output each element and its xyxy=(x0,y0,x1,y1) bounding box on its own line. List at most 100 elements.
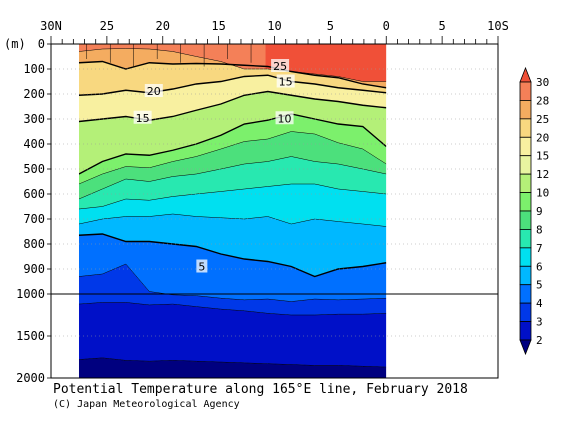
colorbar-label: 10 xyxy=(536,187,549,200)
colorbar-label: 5 xyxy=(536,279,543,292)
contour-label: 5 xyxy=(198,261,205,274)
y-tick-label: 300 xyxy=(23,112,45,126)
contour-label-layer: 25 20 15 15 10 5 xyxy=(133,59,295,274)
y-tick-label: 700 xyxy=(23,212,45,226)
isoline-10 xyxy=(78,113,387,175)
temperature-band-8 xyxy=(78,131,387,199)
y-tick-label: 1500 xyxy=(16,329,45,343)
colorbar-label: 25 xyxy=(536,113,549,126)
x-tick-label: 15 xyxy=(211,19,225,33)
isoline-5 xyxy=(78,233,387,278)
colorbar-label: 8 xyxy=(536,223,543,236)
colorbar-bottom-triangle xyxy=(519,339,532,356)
temperature-band-3 xyxy=(78,264,387,315)
colorbar-label: 4 xyxy=(536,297,543,310)
colorbar-label: 15 xyxy=(536,150,549,163)
colorbar-label: 20 xyxy=(536,131,549,144)
isoline-6 xyxy=(78,213,387,227)
no-data-east xyxy=(386,44,498,378)
isoline-9 xyxy=(78,131,387,185)
colorbar-swatch xyxy=(519,284,532,304)
contour-label: 10 xyxy=(278,112,292,125)
isoline-20 xyxy=(78,74,387,96)
isoline-25 xyxy=(78,60,387,89)
temperature-band-4 xyxy=(78,234,387,302)
contour-label: 15 xyxy=(136,112,150,125)
temperature-band-surface-warm xyxy=(265,44,387,82)
y-tick-label: 100 xyxy=(23,62,45,76)
colorbar-swatch xyxy=(519,173,532,193)
contour-label: 25 xyxy=(273,60,287,73)
x-tick-label: 10 xyxy=(267,19,281,33)
colorbar-label: 30 xyxy=(536,76,549,89)
colorbar-label: 3 xyxy=(536,316,543,329)
grid-lines xyxy=(51,68,498,337)
isoline-8 xyxy=(78,156,387,200)
colorbar-swatch xyxy=(519,136,532,157)
colorbar-swatch xyxy=(519,265,532,286)
x-tick-label: 10S xyxy=(487,19,509,33)
colorbar-label: 12 xyxy=(536,168,549,181)
x-tick-label: 30N xyxy=(40,19,62,33)
contour-label: 20 xyxy=(147,85,161,98)
y-tick-label: 1000 xyxy=(16,287,45,301)
y-tick-label: 0 xyxy=(38,37,45,51)
y-axis-unit-label: (m) xyxy=(4,37,26,51)
colorbar-swatch xyxy=(519,155,532,175)
contour-label: 15 xyxy=(279,76,293,89)
temperature-band-6 xyxy=(78,184,387,227)
contour-label-bg xyxy=(271,59,290,72)
y-tick-label: 200 xyxy=(23,87,45,101)
y-tick-label: 900 xyxy=(23,262,45,276)
contour-label-bg xyxy=(144,84,163,97)
x-tick-label: 5 xyxy=(327,19,334,33)
contour-label-bg xyxy=(133,110,152,124)
temperature-band-9 xyxy=(78,114,387,184)
temperature-band-25 xyxy=(78,48,387,88)
colorbar-label: 28 xyxy=(536,94,549,107)
isoline-2 xyxy=(78,357,387,368)
y-tick-label: 400 xyxy=(23,137,45,151)
contour-line-layer xyxy=(78,44,387,368)
x-tick-label: 20 xyxy=(156,19,170,33)
colorbar-swatch xyxy=(519,302,532,322)
contour-fill-layer xyxy=(78,44,387,378)
x-tick-label: 25 xyxy=(100,19,114,33)
colorbar-swatch xyxy=(519,192,532,212)
colorbar-swatch xyxy=(519,321,532,341)
x-tick-label: 0 xyxy=(383,19,390,33)
y-tick-label: 800 xyxy=(23,237,45,251)
colorbar-swatch xyxy=(519,210,532,230)
colorbar-label: 7 xyxy=(536,242,543,255)
x-tick-label: 5 xyxy=(439,19,446,33)
x-axis: 30N 25 20 15 10 5 0 5 10S xyxy=(40,19,509,44)
isoline-4 xyxy=(78,263,387,302)
isoline-7 xyxy=(78,183,387,210)
isoline-3 xyxy=(78,302,387,316)
contour-label-bg xyxy=(276,74,295,88)
colorbar-swatch xyxy=(519,247,532,267)
colorbar-swatch xyxy=(519,118,532,138)
credit-line: (C) Japan Meteorological Agency xyxy=(53,399,240,410)
temperature-band-lt-2 xyxy=(78,357,387,378)
isoline-28 xyxy=(78,48,387,82)
y-tick-label: 500 xyxy=(23,162,45,176)
isoline-15 xyxy=(78,90,387,123)
temperature-band-7 xyxy=(78,156,387,209)
colorbar-label: 9 xyxy=(536,205,543,218)
contour-label-bg xyxy=(275,111,294,125)
colorbar-swatch xyxy=(519,100,532,120)
temperature-band-2 xyxy=(78,302,387,368)
y-tick-label: 600 xyxy=(23,187,45,201)
no-data-west xyxy=(51,44,79,378)
colorbar-swatch xyxy=(519,229,532,249)
y-tick-label: 2000 xyxy=(16,371,45,385)
colorbar-top-triangle xyxy=(519,66,532,83)
temperature-band-15 xyxy=(78,75,387,122)
temperature-band-5 xyxy=(78,214,387,277)
colorbar: 30 28 25 20 15 12 10 9 8 7 6 5 4 3 2 xyxy=(519,66,549,356)
colorbar-label: 6 xyxy=(536,260,543,273)
colorbar-swatch xyxy=(519,81,532,101)
chart-title: Potential Temperature along 165°E line, … xyxy=(53,382,468,397)
contour-label-bg xyxy=(196,259,208,273)
